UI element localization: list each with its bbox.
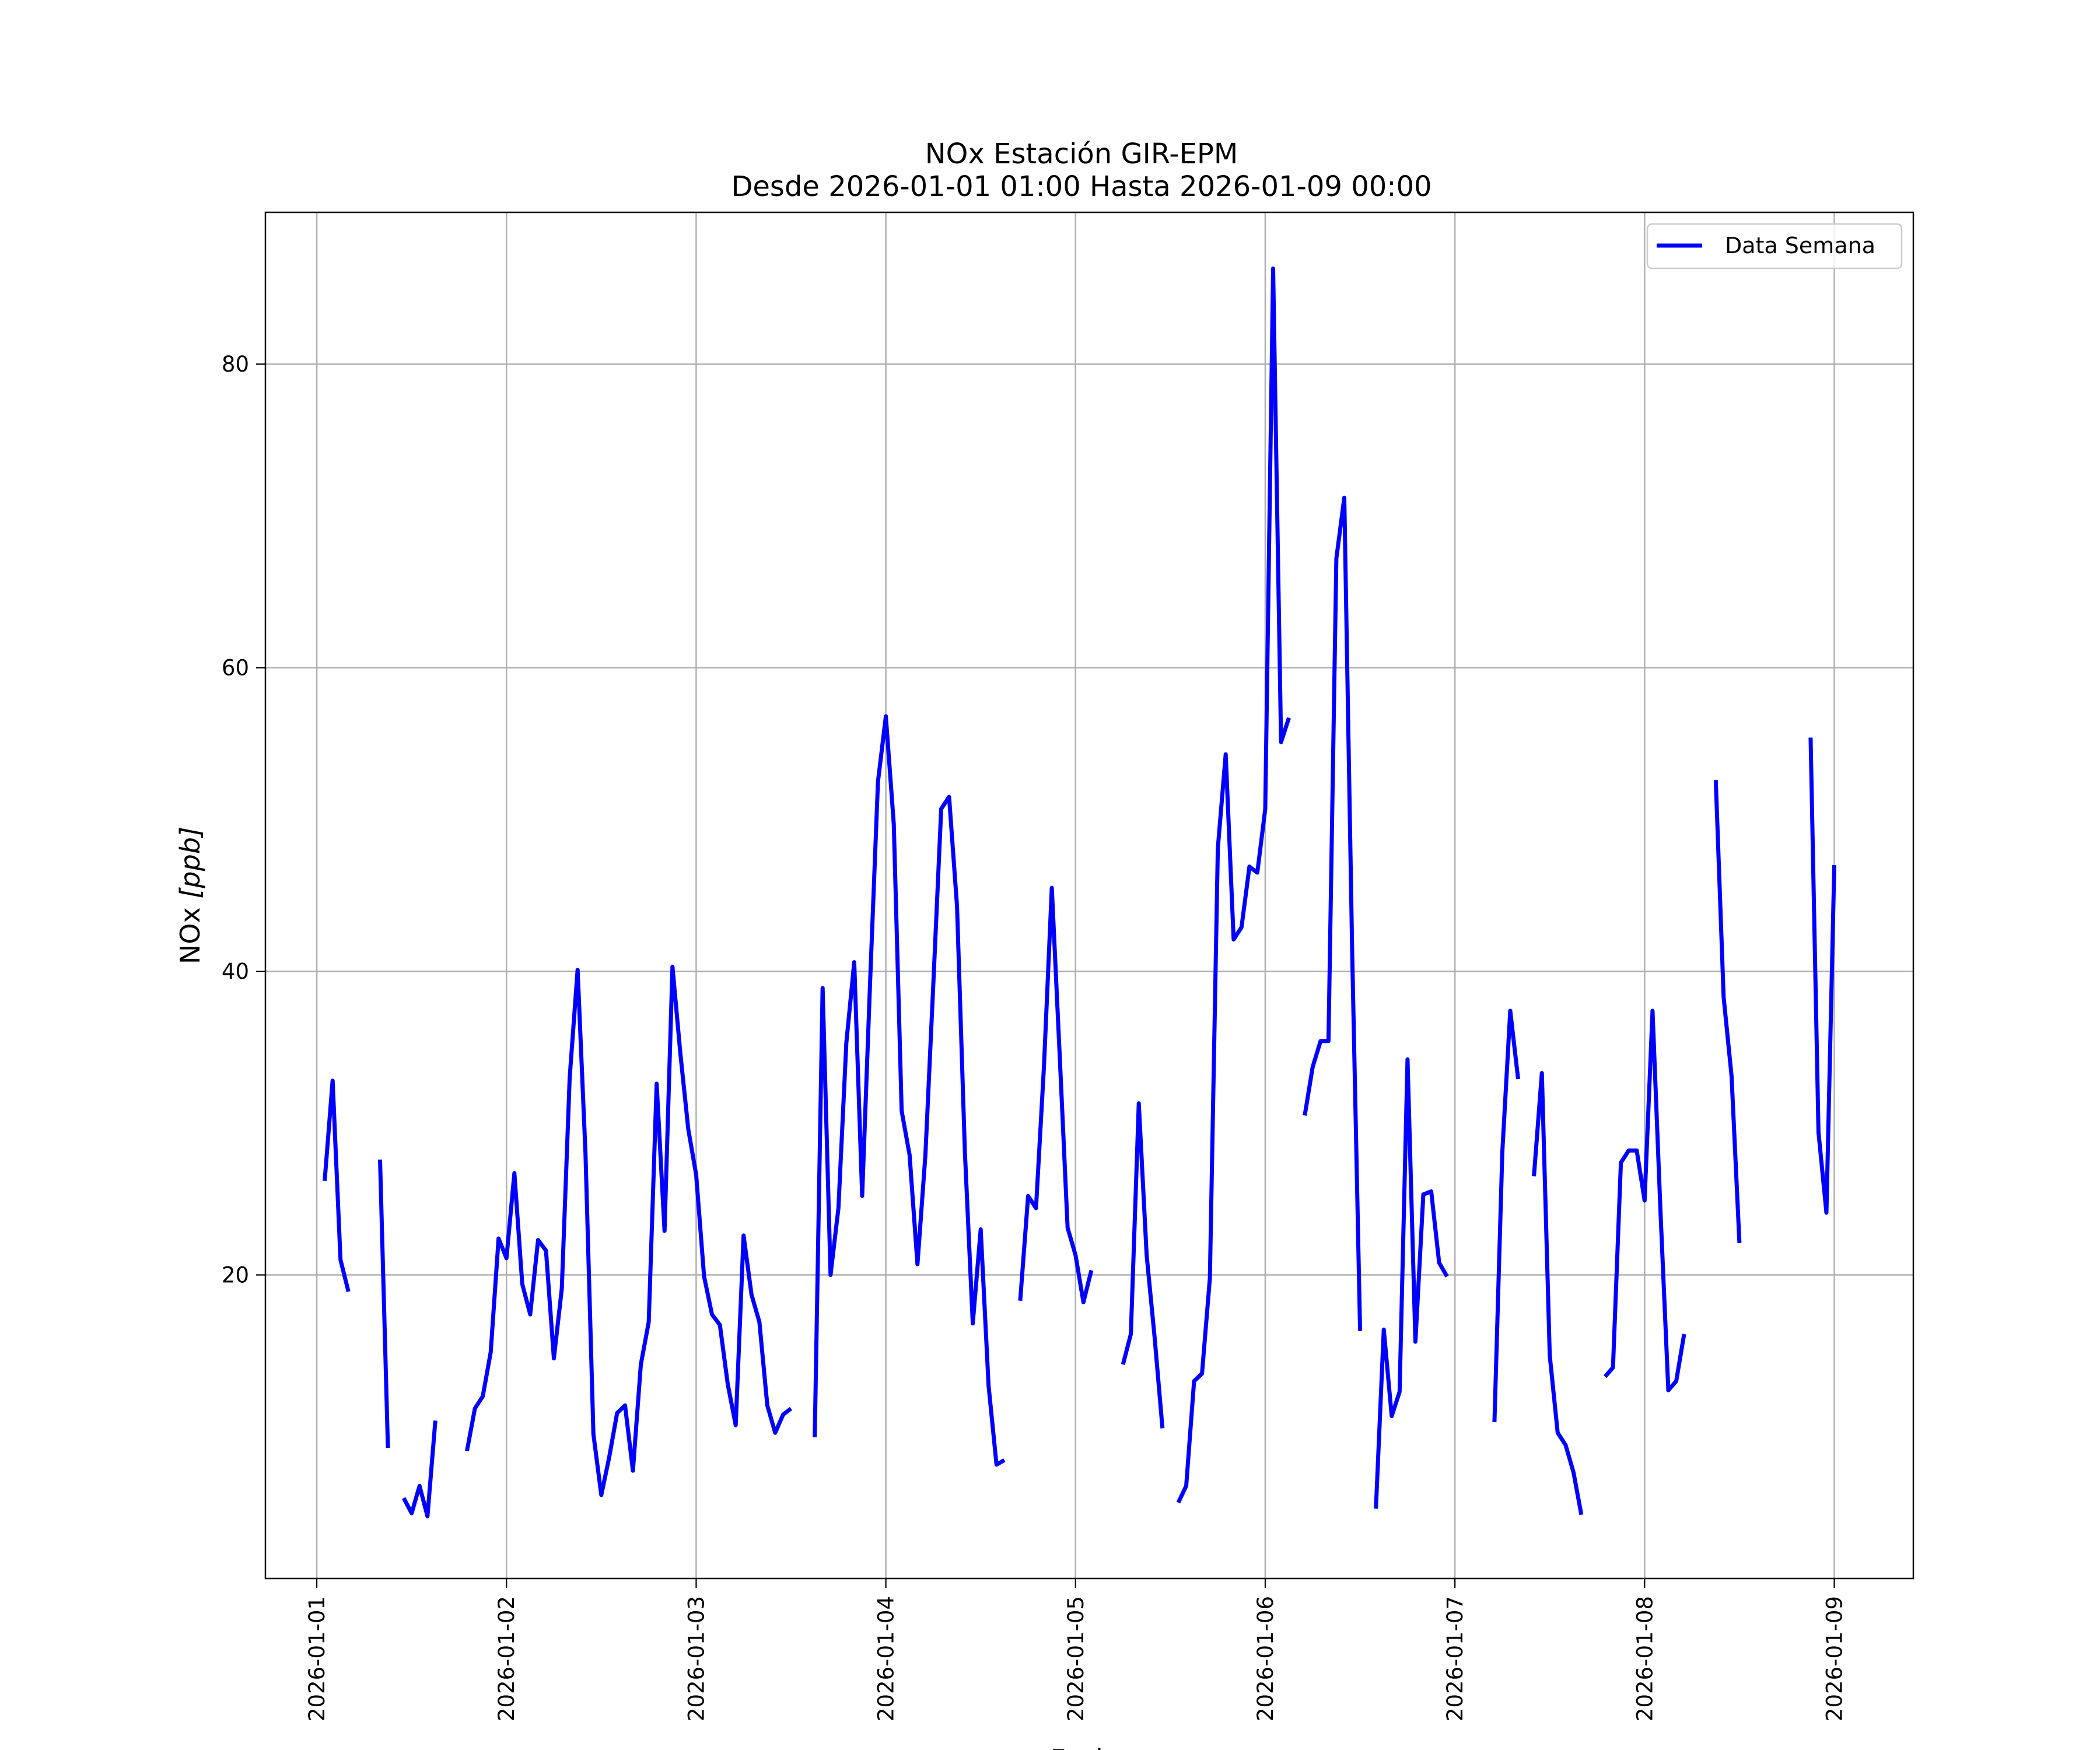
series-line-segment [1603, 1009, 1686, 1392]
x-tick-label: 2026-01-05 [1063, 1596, 1088, 1721]
y-axis-label-unit: [ppb] [174, 827, 206, 899]
x-axis-ticks: 2026-01-01 2026-01-02 2026-01-03 2026-01-04… [304, 1578, 1847, 1721]
series-line-segment [1121, 1101, 1165, 1429]
x-tick-label: 2026-01-03 [684, 1596, 709, 1721]
chart-subtitle: Desde 2026-01-01 01:00 Hasta 2026-01-09 … [731, 170, 1432, 203]
chart-title: NOx Estación GIR-EPM [925, 138, 1238, 170]
series-line-segment [1018, 886, 1094, 1304]
series-line-segment [1176, 266, 1291, 1504]
y-tick-label: 80 [222, 352, 249, 377]
legend-box [1646, 223, 1903, 270]
y-tick-label: 40 [222, 959, 249, 984]
series-line-segment [1532, 1071, 1584, 1516]
y-axis-ticks: 20 40 60 80 [222, 352, 265, 1288]
series-line-segment [1374, 1057, 1449, 1509]
y-tick-label: 60 [222, 656, 249, 681]
x-tick-label: 2026-01-07 [1443, 1596, 1468, 1721]
x-tick-label: 2026-01-06 [1253, 1596, 1278, 1721]
legend-label: Data Semana [1725, 233, 1875, 258]
x-axis-label: Fecha [1051, 1744, 1129, 1750]
series-line-segment [1492, 1009, 1520, 1423]
x-tick-label: 2026-01-02 [494, 1596, 519, 1721]
plot-frame [264, 211, 1915, 1580]
series-line-segment [465, 964, 793, 1497]
y-tick-label: 20 [222, 1263, 249, 1288]
x-tick-label: 2026-01-09 [1822, 1596, 1847, 1721]
y-axis-label-main: NOx [174, 899, 206, 964]
x-tick-label: 2026-01-04 [874, 1596, 899, 1721]
series-line-segment [401, 1420, 438, 1518]
series-data-semana [323, 266, 1836, 1518]
legend: Data Semana [1646, 223, 1903, 270]
x-tick-label: 2026-01-01 [304, 1596, 330, 1721]
y-axis-label: NOx [ppb] [174, 827, 206, 964]
series-line-segment [1303, 495, 1363, 1331]
series-line-segment [378, 1159, 390, 1448]
series-line-segment [323, 1079, 351, 1293]
series-line-segment [1808, 737, 1836, 1215]
x-tick-label: 2026-01-08 [1632, 1596, 1657, 1721]
series-line-segment [813, 714, 1006, 1467]
series-line-segment [1713, 780, 1742, 1244]
